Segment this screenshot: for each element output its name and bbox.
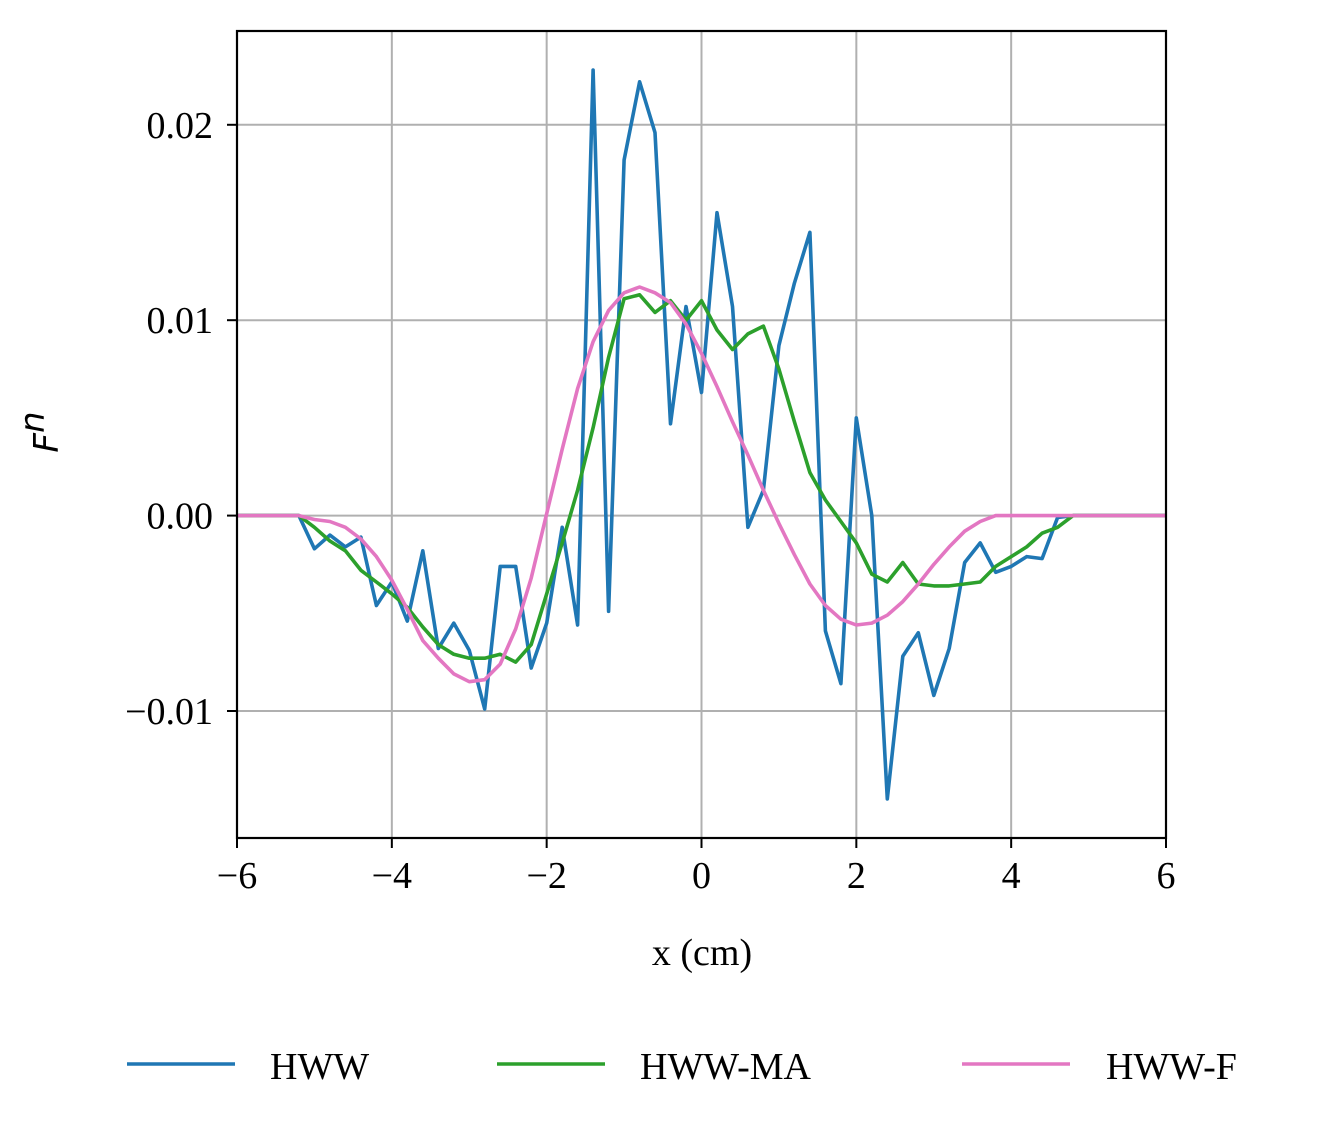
- series-line-hww-ma: [237, 292, 1166, 664]
- y-tick-label: 0.01: [147, 300, 214, 342]
- y-ticks: −0.01 0.00 0.01 0.02: [125, 105, 237, 733]
- x-tick-label: −4: [372, 855, 412, 897]
- x-ticks: −6 −4 −2 0 2 4 6: [217, 838, 1176, 897]
- y-axis-label-superscript: n: [13, 411, 53, 433]
- series-line-hww-f: [237, 285, 1166, 684]
- x-tick-label: −2: [526, 855, 566, 897]
- grid-lines: [236, 31, 1167, 838]
- y-tick-label: 0.00: [147, 496, 214, 538]
- x-tick-label: 6: [1157, 855, 1176, 897]
- x-tick-label: −6: [217, 855, 257, 897]
- series-lines: [237, 68, 1166, 801]
- legend-label: HWW: [270, 1046, 369, 1088]
- legend-entry-hww-f: HWW-F: [962, 1046, 1237, 1088]
- legend-entry-hww-ma: HWW-MA: [497, 1046, 812, 1088]
- legend: HWW HWW-MA HWW-F: [127, 1046, 1237, 1088]
- legend-label: HWW-F: [1106, 1046, 1237, 1088]
- x-tick-label: 0: [692, 855, 711, 897]
- y-axis-label-base: F: [27, 433, 67, 453]
- y-axis-label: Fn: [13, 411, 67, 452]
- series-line-hww: [237, 68, 1166, 801]
- x-tick-label: 2: [847, 855, 866, 897]
- y-tick-label: −0.01: [125, 691, 213, 733]
- x-tick-label: 4: [1002, 855, 1021, 897]
- legend-label: HWW-MA: [640, 1046, 812, 1088]
- y-tick-label: 0.02: [147, 105, 214, 147]
- legend-entry-hww: HWW: [127, 1046, 369, 1088]
- x-axis-label: x (cm): [652, 932, 752, 974]
